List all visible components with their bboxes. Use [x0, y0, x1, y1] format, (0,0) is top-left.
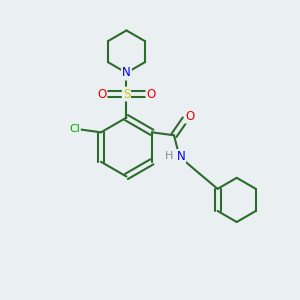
Text: O: O [147, 88, 156, 100]
Text: O: O [185, 110, 194, 123]
Text: Cl: Cl [69, 124, 80, 134]
Text: N: N [176, 150, 185, 163]
Text: O: O [97, 88, 106, 100]
Text: S: S [123, 88, 130, 100]
Text: N: N [122, 66, 131, 80]
Text: N: N [122, 66, 131, 80]
Text: H: H [165, 152, 173, 161]
